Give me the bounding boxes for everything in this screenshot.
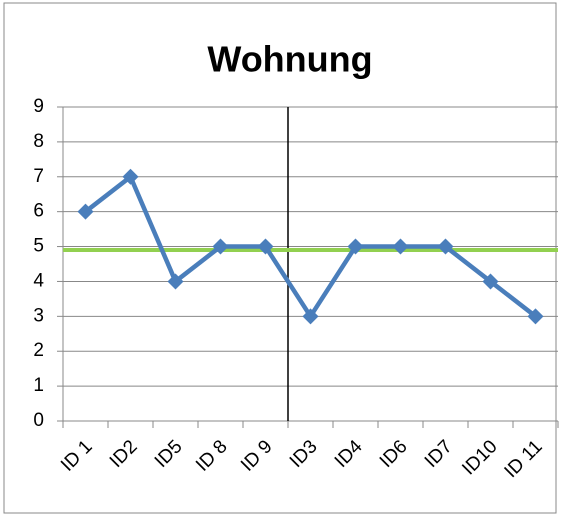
data-point [167, 273, 184, 290]
data-point [392, 238, 409, 255]
y-tick-label: 5 [33, 236, 44, 257]
y-tick-label: 7 [33, 166, 44, 187]
data-point [527, 308, 544, 325]
data-point [482, 273, 499, 290]
y-tick-label: 8 [33, 131, 44, 152]
chart-border [3, 2, 557, 514]
chart-title: Wohnung [207, 39, 372, 80]
data-point [347, 238, 364, 255]
data-point [302, 308, 319, 325]
y-tick-label: 1 [33, 375, 44, 396]
y-tick-label: 3 [33, 305, 44, 326]
y-tick-label: 6 [33, 201, 44, 222]
y-tick-label: 2 [33, 340, 44, 361]
y-tick-label: 0 [33, 410, 44, 431]
data-point [257, 238, 274, 255]
y-tick-label: 4 [33, 270, 44, 291]
y-tick-label: 9 [33, 96, 44, 117]
data-point [122, 168, 139, 185]
data-point [437, 238, 454, 255]
data-point [212, 238, 229, 255]
data-point [77, 203, 94, 220]
plot [63, 168, 558, 325]
